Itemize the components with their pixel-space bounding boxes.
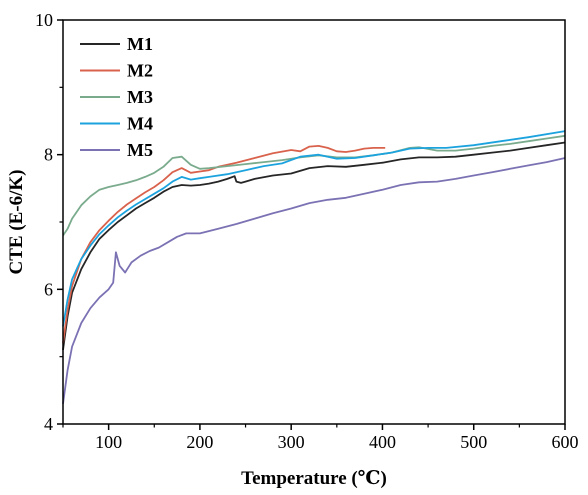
series-line-m2	[62, 145, 386, 344]
x-tick-label: 400	[369, 432, 396, 452]
x-axis-title: Temperature (℃)	[241, 468, 387, 489]
legend-label-m3: M3	[127, 87, 153, 107]
x-tick-labels: 100 200 300 400 500 600	[95, 432, 578, 452]
series-line-m1	[62, 141, 566, 351]
legend-label-m1: M1	[127, 34, 153, 54]
series-line-m5	[62, 157, 566, 404]
legend-label-m2: M2	[127, 61, 153, 81]
y-tick-labels: 4 6 8 10	[35, 10, 53, 434]
x-tick-label: 600	[552, 432, 579, 452]
series-lines	[62, 130, 566, 404]
x-tick-label: 100	[95, 432, 122, 452]
x-tick-label: 300	[278, 432, 305, 452]
y-axis-title: CTE (E-6/K)	[6, 169, 27, 274]
legend-label-m4: M4	[127, 114, 153, 134]
series-line-m3	[62, 134, 566, 237]
x-tick-label: 200	[186, 432, 213, 452]
y-tick-label: 6	[44, 279, 53, 299]
x-tick-label: 500	[460, 432, 487, 452]
y-tick-label: 10	[35, 10, 53, 30]
tick-marks	[57, 19, 566, 430]
series-line-m4	[62, 130, 566, 327]
y-tick-label: 4	[44, 414, 53, 434]
legend-label-m5: M5	[127, 140, 153, 160]
legend: M1 M2 M3 M4 M5	[80, 34, 153, 160]
plot-frame	[62, 19, 566, 425]
y-tick-label: 8	[44, 145, 53, 165]
